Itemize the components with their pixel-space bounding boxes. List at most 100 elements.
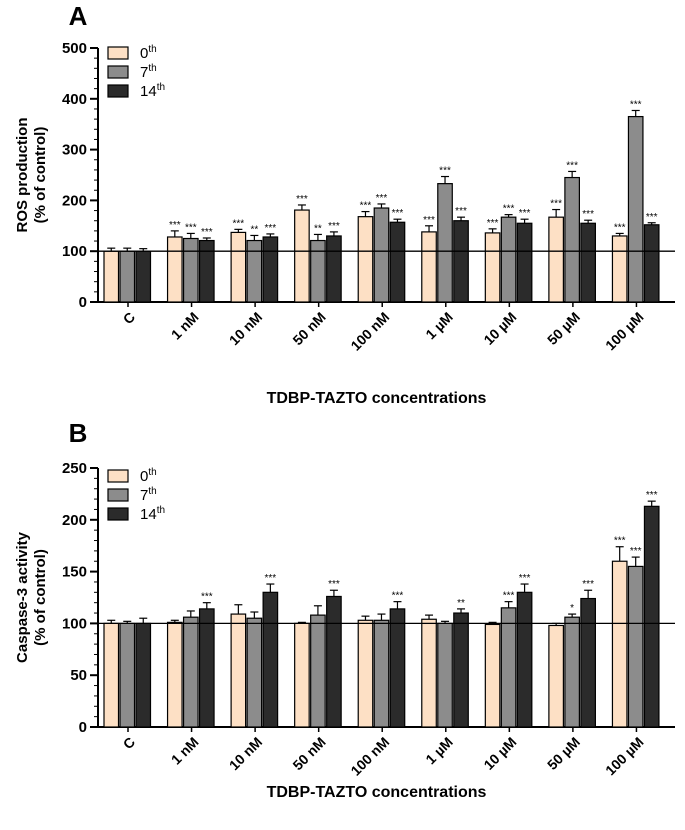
significance-label: *** — [503, 591, 515, 602]
legend-label-superscript: th — [148, 63, 156, 74]
significance-label: *** — [519, 208, 531, 219]
significance-label: *** — [503, 204, 515, 215]
y-tick-label: 0 — [79, 294, 87, 311]
y-tick-label: 100 — [62, 615, 87, 632]
significance-label: *** — [646, 490, 658, 501]
bar — [421, 618, 437, 728]
bar — [182, 616, 199, 728]
significance-label: ** — [250, 224, 258, 235]
bar — [246, 617, 263, 728]
bar — [421, 231, 437, 303]
x-tick-label: 100 µM — [602, 309, 647, 354]
bar — [500, 216, 517, 303]
significance-label: *** — [630, 546, 642, 557]
bar — [516, 591, 533, 728]
x-tick-label: 10 nM — [226, 309, 265, 348]
bar — [627, 115, 644, 303]
bar — [135, 250, 152, 303]
significance-label: *** — [360, 201, 372, 212]
legend-label-base: 0 — [140, 468, 148, 485]
bar — [103, 250, 120, 303]
significance-label: *** — [487, 218, 499, 229]
bar — [548, 624, 564, 728]
bar — [580, 597, 596, 728]
bar — [453, 220, 469, 303]
legend-swatch — [107, 469, 129, 483]
significance-label: *** — [614, 536, 626, 547]
x-tick-label: C — [120, 309, 138, 327]
legend-swatch — [107, 46, 129, 60]
significance-label: *** — [233, 218, 245, 229]
legend-label-base: 7 — [140, 64, 148, 81]
bar — [326, 235, 342, 303]
y-tick-label: 50 — [70, 667, 87, 684]
significance-label: *** — [439, 166, 451, 177]
significance-label: *** — [550, 199, 562, 210]
bar — [198, 239, 215, 303]
y-axis-label: ROS production — [14, 118, 31, 233]
significance-label: *** — [455, 206, 467, 217]
bar — [373, 207, 390, 303]
x-tick-label: 100 nM — [347, 734, 392, 779]
significance-label: *** — [169, 220, 181, 231]
x-tick-label: 1 nM — [168, 734, 202, 768]
significance-label: * — [570, 603, 574, 614]
y-tick-label: 400 — [62, 91, 87, 108]
bar — [484, 623, 501, 728]
significance-label: *** — [630, 99, 642, 110]
significance-label: *** — [392, 591, 404, 602]
significance-label: *** — [423, 215, 435, 226]
significance-label: *** — [392, 208, 404, 219]
bar — [453, 612, 469, 728]
panel-letter: A — [69, 1, 88, 31]
legend-label-superscript: th — [157, 82, 165, 93]
bar — [500, 607, 517, 728]
legend-swatch — [107, 488, 129, 502]
x-tick-label: 50 µM — [544, 309, 583, 348]
x-tick-label: 1 µM — [422, 309, 456, 343]
legend-label-base: 14 — [140, 506, 157, 523]
bar — [230, 613, 247, 728]
legend-label-base: 14 — [140, 83, 157, 100]
legend-label: 14th — [140, 505, 165, 523]
x-tick-label: 100 nM — [347, 309, 392, 354]
bar — [294, 209, 310, 303]
bar — [564, 176, 580, 303]
bar — [310, 239, 326, 303]
bar — [103, 622, 120, 728]
legend-label-base: 0 — [140, 45, 148, 62]
x-tick-label: 1 nM — [168, 309, 202, 343]
x-tick-label: 10 µM — [480, 734, 519, 773]
significance-label: *** — [328, 579, 340, 590]
y-tick-label: 200 — [62, 192, 87, 209]
significance-label: *** — [328, 221, 340, 232]
x-tick-label: 100 µM — [602, 734, 647, 779]
bar — [262, 236, 279, 303]
significance-label: *** — [265, 223, 277, 234]
bar — [389, 221, 406, 303]
bar — [548, 216, 564, 303]
legend-label-superscript: th — [148, 44, 156, 55]
bar — [564, 616, 580, 728]
bar — [294, 622, 310, 728]
y-tick-label: 200 — [62, 512, 87, 529]
y-axis-label-units: (% of control) — [32, 127, 49, 224]
significance-label: *** — [376, 193, 388, 204]
significance-label: *** — [582, 209, 594, 220]
x-tick-label: 1 µM — [422, 734, 456, 768]
significance-label: *** — [566, 160, 578, 171]
bar — [166, 236, 183, 303]
bar — [310, 614, 326, 728]
bar — [166, 621, 183, 728]
x-axis-label: TDBP-TAZTO concentrations — [267, 784, 487, 801]
bar — [246, 239, 263, 303]
x-tick-label: 10 µM — [480, 309, 519, 348]
bar — [516, 222, 533, 303]
y-tick-label: 150 — [62, 564, 87, 581]
bar — [611, 560, 628, 728]
y-tick-label: 250 — [62, 460, 87, 477]
bar — [389, 608, 406, 728]
bar — [119, 250, 136, 303]
bar — [437, 622, 453, 728]
